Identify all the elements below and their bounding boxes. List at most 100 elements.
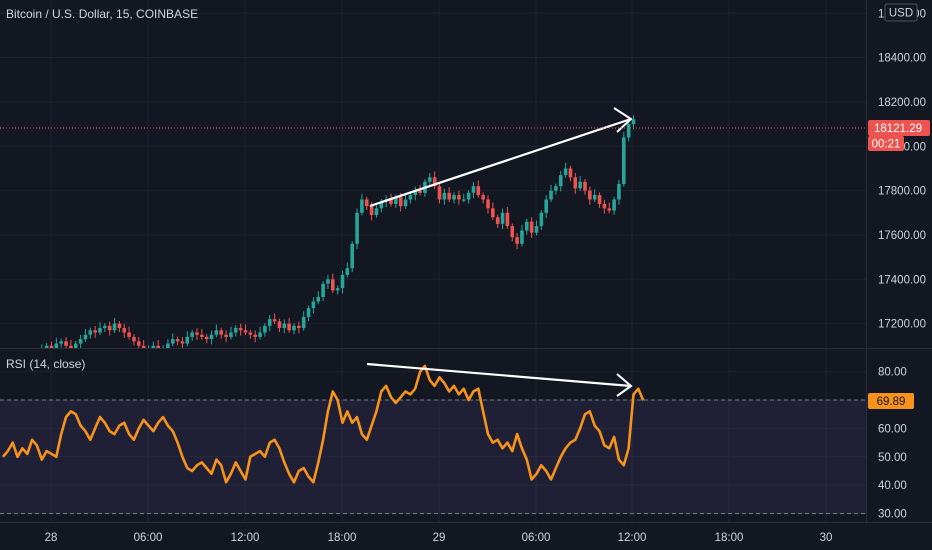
symbol-title[interactable]: Bitcoin / U.S. Dollar, 15, COINBASE bbox=[6, 7, 199, 21]
candle bbox=[471, 181, 476, 199]
candle-body bbox=[622, 137, 626, 184]
candle bbox=[578, 175, 582, 192]
rsi-tick-label: 60.00 bbox=[878, 423, 907, 435]
candle-body bbox=[505, 212, 510, 227]
candle bbox=[54, 337, 59, 348]
candle bbox=[253, 330, 257, 343]
candle bbox=[510, 223, 515, 242]
time-tick-label: 12:00 bbox=[231, 532, 260, 544]
candle-body bbox=[447, 192, 451, 200]
candle-body bbox=[515, 237, 519, 244]
candle-body bbox=[486, 199, 490, 209]
candle bbox=[544, 195, 548, 219]
candle bbox=[355, 208, 359, 250]
candle bbox=[549, 184, 553, 203]
candle-body bbox=[374, 208, 379, 216]
price-tick-label: 17600.00 bbox=[878, 230, 926, 242]
candle bbox=[374, 202, 379, 218]
candle bbox=[263, 323, 267, 337]
candle-body bbox=[418, 190, 422, 193]
candle-body bbox=[568, 168, 573, 178]
candle bbox=[525, 218, 529, 235]
candle bbox=[597, 192, 602, 208]
candle bbox=[486, 195, 490, 214]
candle-body bbox=[466, 192, 471, 200]
candle bbox=[326, 275, 330, 290]
candle bbox=[495, 214, 500, 228]
candle-body bbox=[297, 325, 301, 329]
candle-body bbox=[98, 328, 102, 333]
candle-body bbox=[93, 330, 97, 333]
candle bbox=[214, 324, 219, 338]
candle bbox=[287, 317, 291, 333]
candle bbox=[563, 162, 568, 178]
time-tick-label: 06:00 bbox=[134, 532, 163, 544]
candle-body bbox=[166, 343, 170, 348]
candle-body bbox=[204, 336, 209, 340]
candle-body bbox=[345, 268, 350, 275]
candle bbox=[141, 340, 146, 348]
candle-body bbox=[180, 341, 185, 344]
candle-body bbox=[107, 325, 112, 331]
candle-body bbox=[277, 321, 282, 329]
candle-body bbox=[306, 308, 311, 317]
candle bbox=[162, 345, 164, 348]
candle-body bbox=[103, 325, 107, 329]
candle bbox=[442, 188, 447, 205]
price-tick-label: 17400.00 bbox=[878, 274, 926, 286]
candle bbox=[607, 202, 612, 214]
candle bbox=[83, 328, 88, 342]
candle-body bbox=[578, 181, 582, 189]
candle bbox=[457, 190, 461, 205]
candle-body bbox=[413, 190, 418, 196]
candle bbox=[592, 189, 597, 203]
candle-body bbox=[360, 199, 364, 213]
candle-body bbox=[301, 316, 306, 329]
candle bbox=[345, 262, 350, 278]
rsi-tag bbox=[868, 393, 914, 409]
candle bbox=[69, 340, 73, 348]
time-tick-label: 12:00 bbox=[618, 532, 647, 544]
candle-body bbox=[549, 190, 553, 200]
candle-body bbox=[350, 243, 354, 269]
price-trend-arrow[interactable] bbox=[369, 117, 632, 208]
candle-body bbox=[267, 319, 272, 326]
candle bbox=[297, 321, 301, 334]
candle-body bbox=[355, 212, 359, 244]
candle-body bbox=[44, 345, 49, 348]
candle-body bbox=[379, 201, 384, 209]
candle-body bbox=[607, 208, 612, 211]
candle bbox=[180, 337, 185, 348]
candle bbox=[461, 193, 466, 203]
candle bbox=[44, 343, 49, 348]
candle bbox=[583, 179, 587, 195]
candle bbox=[219, 327, 224, 339]
currency-button[interactable] bbox=[884, 3, 918, 22]
price-tick-label: 17200.00 bbox=[878, 319, 926, 331]
candle-body bbox=[272, 319, 277, 322]
candle bbox=[243, 324, 248, 336]
candle-body bbox=[617, 183, 621, 200]
candle-body bbox=[49, 345, 54, 348]
candle-body bbox=[195, 332, 199, 335]
time-tick-label: 28 bbox=[45, 532, 58, 544]
candle bbox=[112, 317, 117, 333]
rsi-line bbox=[2, 364, 645, 484]
candle bbox=[156, 340, 160, 348]
time-axis[interactable]: 28 06:00 12:00 18:00 29 06:00 12:00 18:00 30 bbox=[45, 532, 833, 544]
candle-body bbox=[214, 330, 219, 335]
candle bbox=[321, 281, 325, 302]
rsi-trend-arrowhead bbox=[616, 373, 633, 397]
rsi-title[interactable]: RSI (14, close) bbox=[6, 357, 86, 371]
rsi-trend-arrow[interactable] bbox=[366, 362, 632, 388]
candle bbox=[360, 193, 364, 216]
candle bbox=[612, 196, 616, 215]
candle bbox=[403, 193, 408, 209]
candle-body bbox=[137, 341, 141, 346]
candle bbox=[515, 232, 519, 250]
rsi-axis[interactable]: 80.00 60.00 50.00 40.00 30.00 bbox=[878, 367, 907, 521]
countdown-tag bbox=[868, 136, 904, 151]
candle bbox=[166, 339, 170, 348]
candle-body bbox=[394, 197, 398, 204]
